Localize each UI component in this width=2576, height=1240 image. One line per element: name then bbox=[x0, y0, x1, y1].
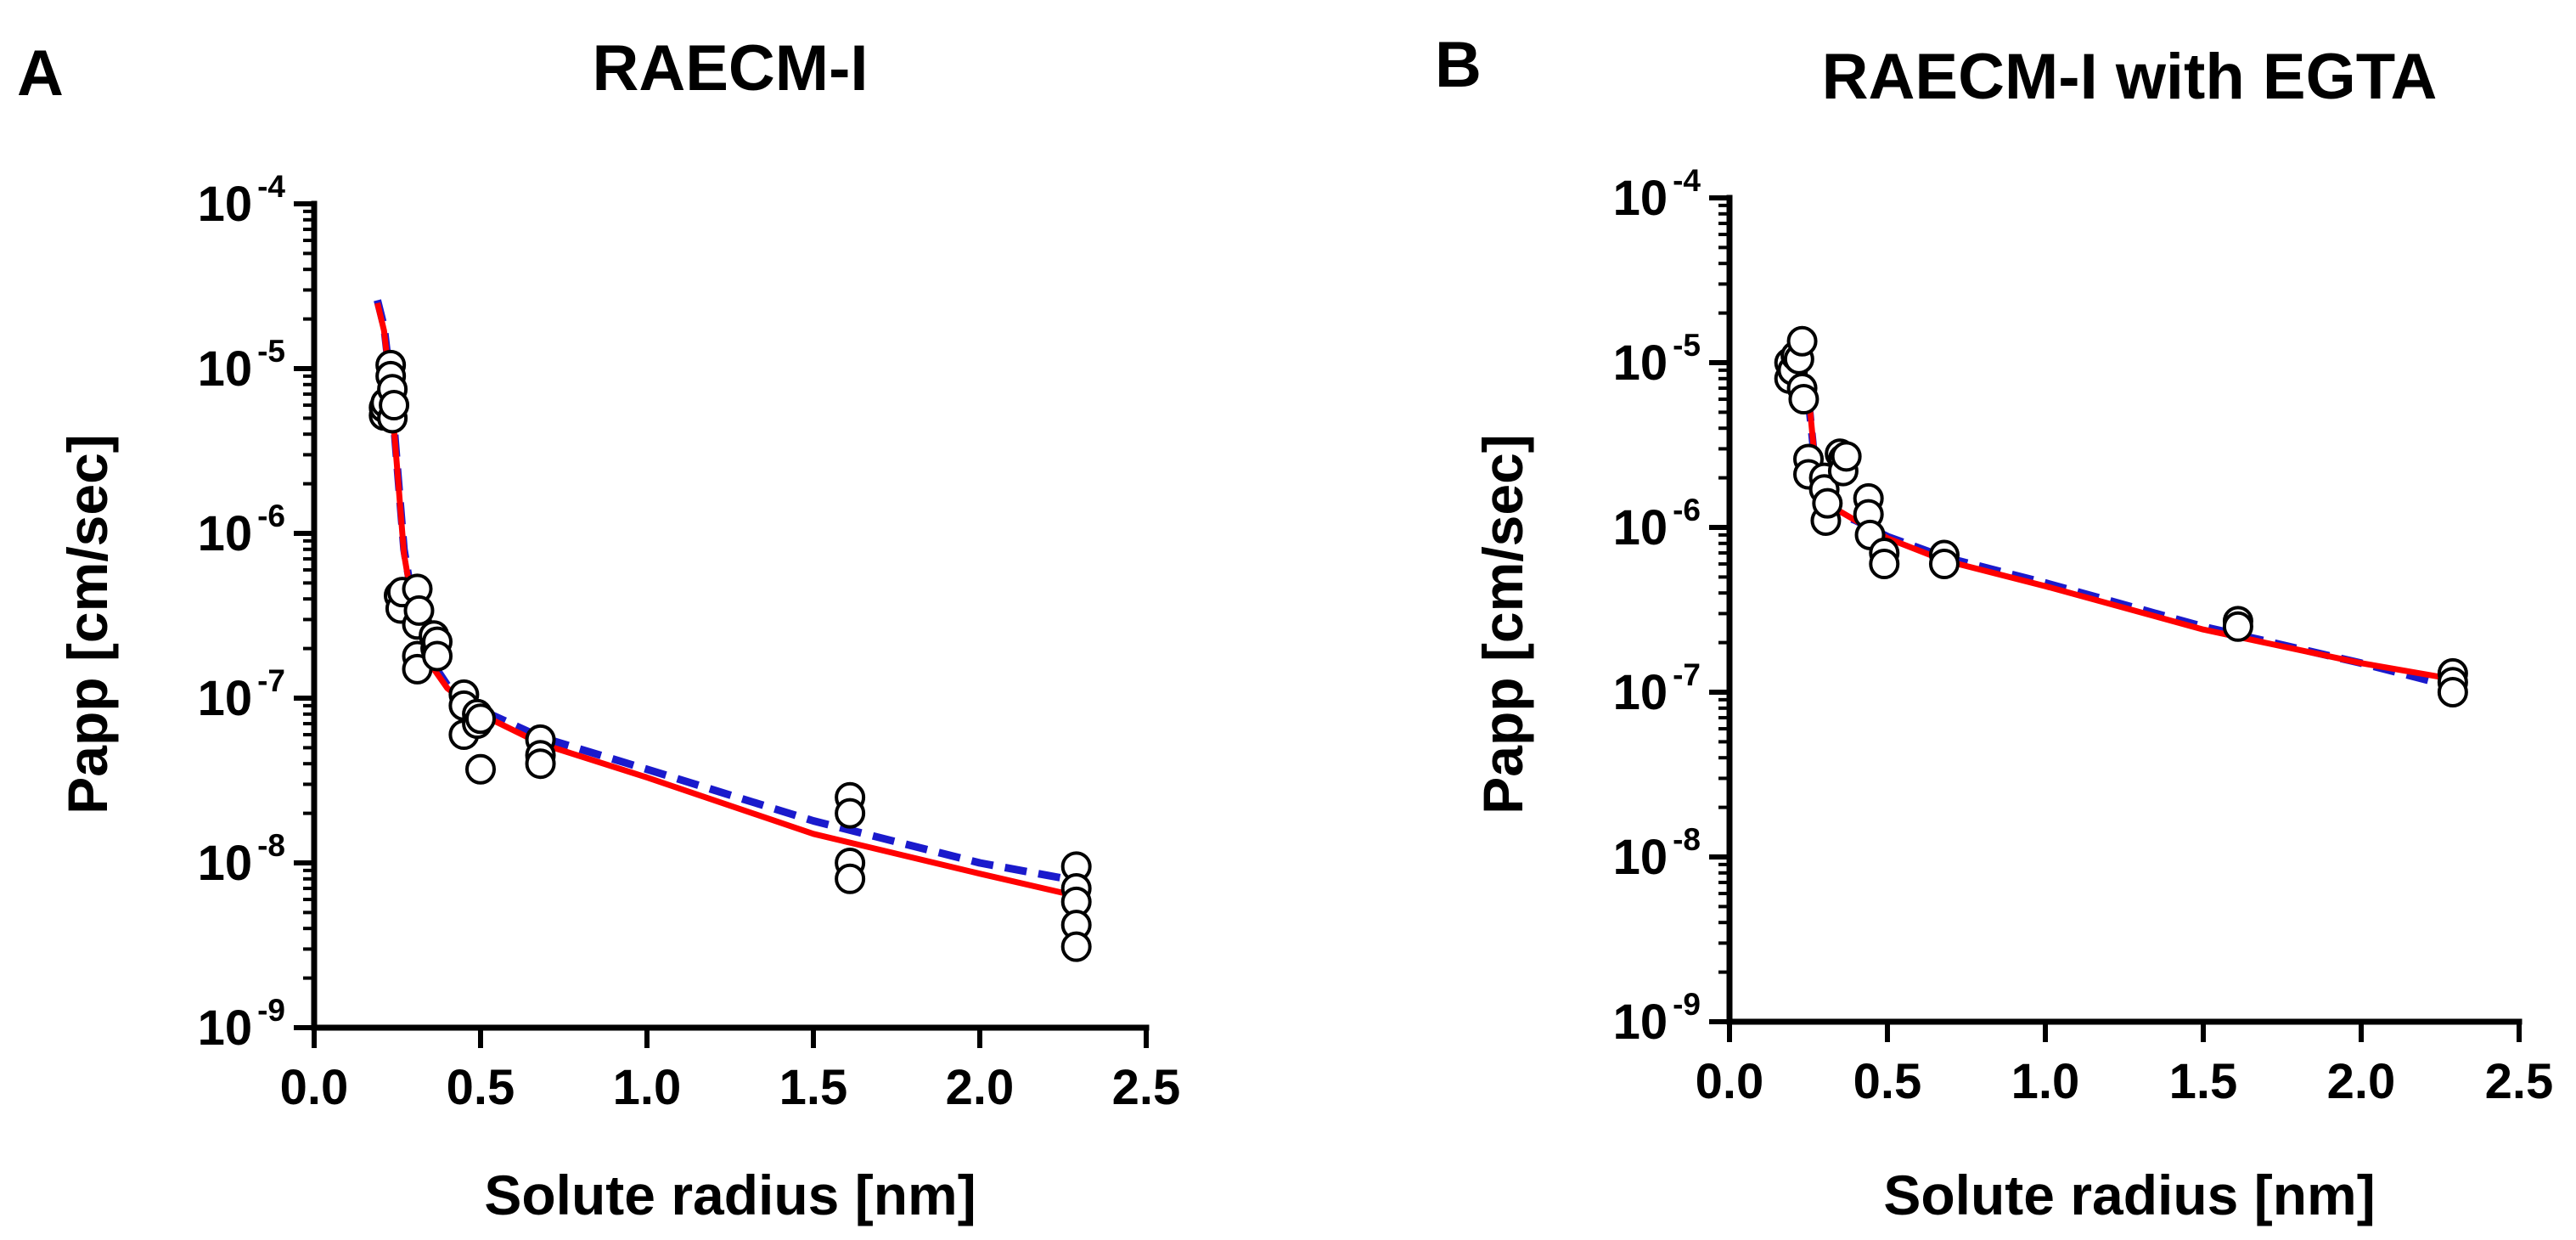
panel-b-x-tick-label: 1.5 bbox=[2169, 1054, 2238, 1109]
panel-b: B RAECM-I with EGTA Papp [cm/sec] Solute… bbox=[1435, 29, 2553, 1226]
panel-b-data-point bbox=[1812, 488, 1843, 519]
panel-a-y-tick-base: 10 bbox=[198, 671, 253, 726]
panel-b-y-tick-exponent: -9 bbox=[1673, 987, 1701, 1022]
panel-a-data-point bbox=[835, 863, 866, 894]
panel-a-data-point bbox=[835, 798, 866, 829]
panel-b-y-tick-exponent: -4 bbox=[1673, 163, 1701, 198]
panel-a-data-point bbox=[379, 390, 410, 421]
panel-a-data-point bbox=[422, 640, 453, 672]
panel-a-y-tick-exponent: -8 bbox=[257, 828, 285, 863]
panel-b-plot: 10-410-510-610-710-810 -90.0 0.5 1.0 1.5 2.0 2… bbox=[1613, 163, 2554, 1109]
panel-a-y-tick-label: 10 -8 bbox=[198, 828, 285, 891]
panel-b-x-tick-label: 2.5 bbox=[2485, 1054, 2554, 1109]
panel-a-x-tick-label: 1.0 bbox=[613, 1060, 682, 1115]
panel-b-x-tick-label: 1.0 bbox=[2011, 1054, 2080, 1109]
panel-b-y-tick-base: 10 bbox=[1613, 335, 1668, 391]
panel-a-y-tick-base: 10 bbox=[198, 1000, 253, 1056]
panel-a-y-axis-label: Papp [cm/sec] bbox=[56, 434, 119, 814]
panel-b-y-tick-base: 10 bbox=[1613, 500, 1668, 555]
panel-b-x-tick-label: 0.5 bbox=[1853, 1054, 1922, 1109]
panel-a-y-tick-label: 10 -9 bbox=[198, 993, 285, 1056]
panel-a-y-tick-exponent: -4 bbox=[257, 169, 285, 204]
panel-b-data-point bbox=[1831, 441, 1862, 472]
panel-a-x-axis-label: Solute radius [nm] bbox=[484, 1164, 976, 1226]
panel-b-y-tick-exponent: -7 bbox=[1673, 657, 1701, 692]
panel-b-y-tick-base: 10 bbox=[1613, 665, 1668, 720]
panel-a-y-tick-exponent: -5 bbox=[257, 334, 285, 369]
panel-b-x-tick-label: 2.0 bbox=[2327, 1054, 2396, 1109]
panel-a-x-tick-label: 2.5 bbox=[1112, 1060, 1181, 1115]
panel-a-x-tick-label: 1.5 bbox=[779, 1060, 848, 1115]
panel-b-y-tick-exponent: -8 bbox=[1673, 822, 1701, 857]
panel-a-y-tick-label: 10 -7 bbox=[198, 663, 285, 726]
panel-a-plot: 10-410-510-610-710-810 -90.0 0.5 1.0 1.5 2.0 2… bbox=[198, 169, 1181, 1115]
panel-a-y-tick-exponent: -6 bbox=[257, 499, 285, 533]
panel-b-y-tick-label: 10 -5 bbox=[1613, 328, 1701, 391]
panel-b-y-axis-label: Papp [cm/sec] bbox=[1471, 434, 1534, 814]
panel-a-x-tick-label: 2.0 bbox=[946, 1060, 1015, 1115]
panel-b-y-tick-exponent: -5 bbox=[1673, 328, 1701, 363]
panel-a-data-point bbox=[1060, 931, 1092, 962]
panel-b-x-axis-label: Solute radius [nm] bbox=[1883, 1164, 2375, 1226]
panel-a-y-tick-label: 10 -6 bbox=[198, 499, 285, 561]
panel-b-x-tick-label: 0.0 bbox=[1696, 1054, 1764, 1109]
panel-a-y-tick-base: 10 bbox=[198, 836, 253, 891]
panel-b-data-point bbox=[2222, 611, 2253, 642]
panel-a-data-point bbox=[465, 753, 496, 785]
panel-b-y-tick-label: 10 -4 bbox=[1613, 163, 1701, 226]
panel-a-data-point bbox=[403, 595, 435, 626]
panel-a: A RAECM-I Papp [cm/sec] Solute radius [n… bbox=[17, 32, 1180, 1226]
panel-b-letter: B bbox=[1435, 29, 1482, 101]
panel-a-y-tick-base: 10 bbox=[198, 341, 253, 397]
panel-b-title: RAECM-I with EGTA bbox=[1822, 41, 2438, 113]
panel-b-y-tick-exponent: -6 bbox=[1673, 493, 1701, 527]
panel-b-y-tick-label: 10 -8 bbox=[1613, 822, 1701, 885]
panel-a-data-point bbox=[525, 748, 556, 780]
panel-b-y-tick-label: 10 -6 bbox=[1613, 493, 1701, 555]
panel-a-y-tick-exponent: -9 bbox=[257, 993, 285, 1028]
panel-a-y-tick-base: 10 bbox=[198, 506, 253, 561]
panel-b-y-tick-label: 10 -9 bbox=[1613, 987, 1701, 1050]
panel-b-data-point bbox=[1786, 325, 1818, 357]
panel-a-y-tick-label: 10 -4 bbox=[198, 169, 286, 232]
panel-a-title: RAECM-I bbox=[592, 32, 868, 104]
panel-b-y-tick-base: 10 bbox=[1613, 830, 1668, 885]
panel-a-x-tick-label: 0.5 bbox=[447, 1060, 515, 1115]
panel-b-data-point bbox=[1788, 384, 1820, 415]
panel-b-data-point bbox=[2437, 677, 2468, 707]
panel-a-x-tick-label: 0.0 bbox=[280, 1060, 349, 1115]
panel-b-y-tick-base: 10 bbox=[1613, 171, 1668, 226]
panel-b-data-point bbox=[1928, 549, 1960, 580]
panel-a-y-tick-label: 10 -5 bbox=[198, 334, 285, 397]
panel-b-y-tick-label: 10 -7 bbox=[1613, 657, 1701, 720]
panel-a-y-tick-base: 10 bbox=[198, 177, 253, 232]
panel-b-data-point bbox=[1869, 549, 1900, 580]
panel-a-data-point bbox=[465, 703, 496, 735]
panel-b-y-tick-base: 10 bbox=[1613, 995, 1668, 1050]
panel-a-letter: A bbox=[17, 37, 64, 110]
panel-a-y-tick-exponent: -7 bbox=[257, 663, 285, 698]
